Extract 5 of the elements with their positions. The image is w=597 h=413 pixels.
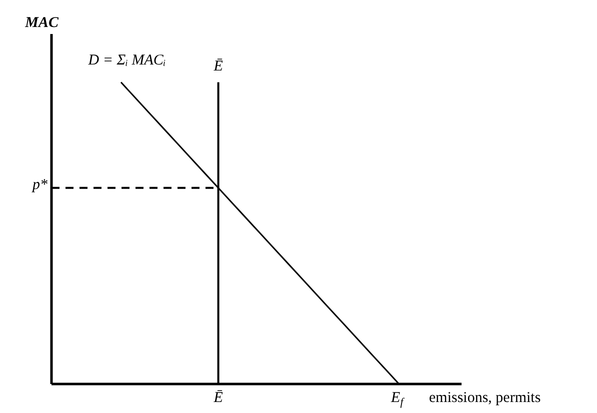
series-label: p* — [32, 176, 48, 193]
ref-line-label: Ē — [212, 58, 223, 74]
x-axis-title: emissions, permits — [429, 390, 541, 406]
y-axis-title: MAC — [24, 15, 60, 32]
series-label: D = Σᵢ MACᵢ — [87, 52, 166, 68]
